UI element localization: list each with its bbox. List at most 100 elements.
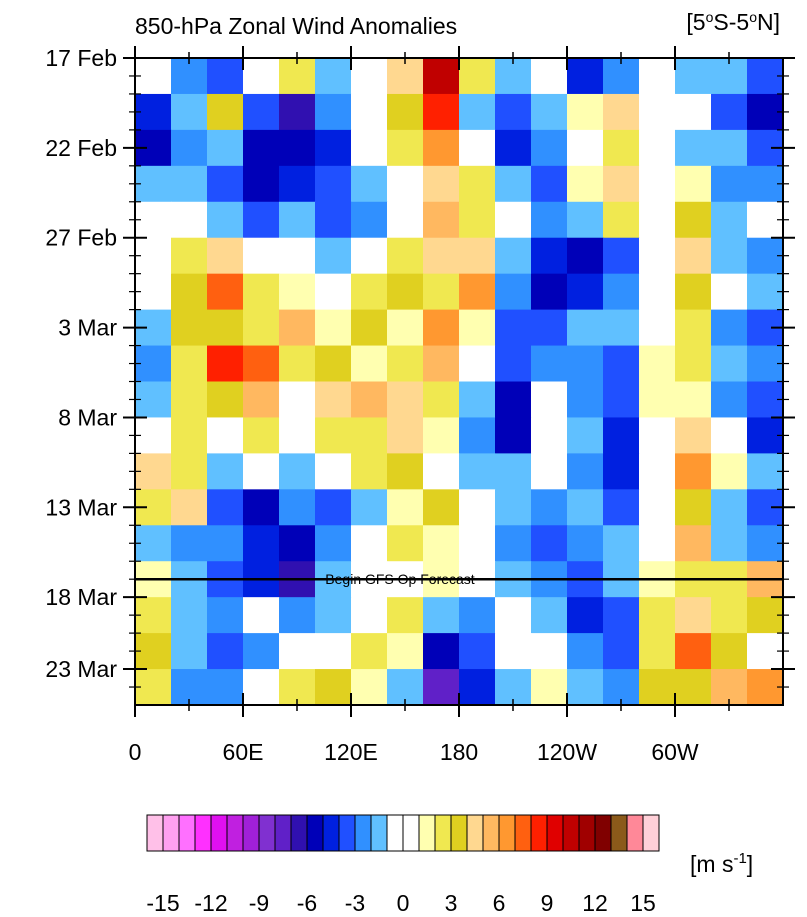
cell (495, 525, 532, 562)
colorbar-box (162, 814, 180, 852)
colorbar-box (322, 814, 340, 852)
cell (423, 129, 460, 167)
cell (135, 165, 172, 203)
cell (171, 129, 208, 167)
cell (495, 165, 532, 203)
cell (639, 237, 676, 275)
cell (315, 417, 352, 454)
cell (279, 453, 316, 490)
cell (387, 633, 424, 670)
cell (207, 309, 244, 347)
heatmap (135, 58, 784, 706)
cell (603, 309, 640, 347)
cell (531, 525, 568, 562)
cell (567, 201, 604, 239)
units-sup: -1 (733, 850, 746, 867)
cell (603, 633, 640, 670)
colorbar-label: -3 (345, 890, 365, 916)
cell (639, 58, 676, 95)
cell (495, 417, 532, 454)
cell (315, 237, 352, 275)
cell (567, 453, 604, 490)
cell (459, 597, 496, 634)
cell (459, 58, 496, 95)
colorbar-label: -6 (297, 890, 317, 916)
colorbar-box (290, 814, 308, 852)
x-tick-label: 60W (651, 739, 699, 765)
cell (531, 669, 568, 706)
cell (495, 129, 532, 167)
colorbar-box (242, 814, 260, 852)
cell (315, 58, 352, 95)
cell (675, 201, 712, 239)
cell (459, 309, 496, 347)
cell (243, 273, 280, 311)
cell (351, 309, 388, 347)
cell (639, 165, 676, 203)
cell (279, 489, 316, 526)
cell (531, 453, 568, 490)
region-text: [5 (686, 9, 705, 35)
cell (639, 525, 676, 562)
colorbar-box (338, 814, 356, 852)
cell (495, 489, 532, 526)
cell (603, 453, 640, 490)
cell (243, 453, 280, 490)
cell (243, 417, 280, 454)
cell (243, 345, 280, 382)
cell (243, 633, 280, 670)
cell (531, 309, 568, 347)
cell (135, 633, 172, 670)
cell (459, 453, 496, 490)
colorbar-label: -15 (146, 890, 179, 916)
cell (495, 345, 532, 382)
cell (171, 417, 208, 454)
cell (639, 669, 676, 706)
cell (423, 309, 460, 347)
cell (531, 201, 568, 239)
cell (495, 453, 532, 490)
cell (711, 93, 748, 131)
colorbar-box (626, 814, 644, 852)
region-label: [5oS-5oN] (686, 9, 780, 35)
y-tick-label: 23 Mar (45, 656, 117, 682)
cell (207, 453, 244, 490)
cell (567, 237, 604, 275)
cell (351, 633, 388, 670)
cell (207, 345, 244, 382)
cell (279, 237, 316, 275)
cell (603, 165, 640, 203)
cell (351, 345, 388, 382)
axes: 0 60E 120E 180 120W 60W 17 Feb 22 Feb 27 Feb 3 Ma… (45, 45, 795, 765)
colorbar-box (578, 814, 596, 852)
cell (567, 58, 604, 95)
cell (423, 597, 460, 634)
cell (711, 309, 748, 347)
cell (567, 309, 604, 347)
cell (531, 381, 568, 418)
cell (603, 58, 640, 95)
cell (315, 489, 352, 526)
cell (351, 381, 388, 418)
region-sup: o (749, 9, 757, 25)
cell (351, 237, 388, 275)
cell (675, 525, 712, 562)
cell (279, 129, 316, 167)
colorbar-label: 9 (541, 890, 554, 916)
cell (279, 309, 316, 347)
cell (639, 273, 676, 311)
cell (315, 129, 352, 167)
colorbar-box (258, 814, 276, 852)
cell (207, 129, 244, 167)
cell (711, 597, 748, 634)
cell (279, 633, 316, 670)
cell (675, 93, 712, 131)
cell (423, 201, 460, 239)
cell (603, 381, 640, 418)
cell (351, 273, 388, 311)
colorbar-box (498, 814, 516, 852)
cell (423, 58, 460, 95)
colorbar-box (370, 814, 388, 852)
cell (171, 633, 208, 670)
y-tick-label: 3 Mar (58, 315, 117, 341)
